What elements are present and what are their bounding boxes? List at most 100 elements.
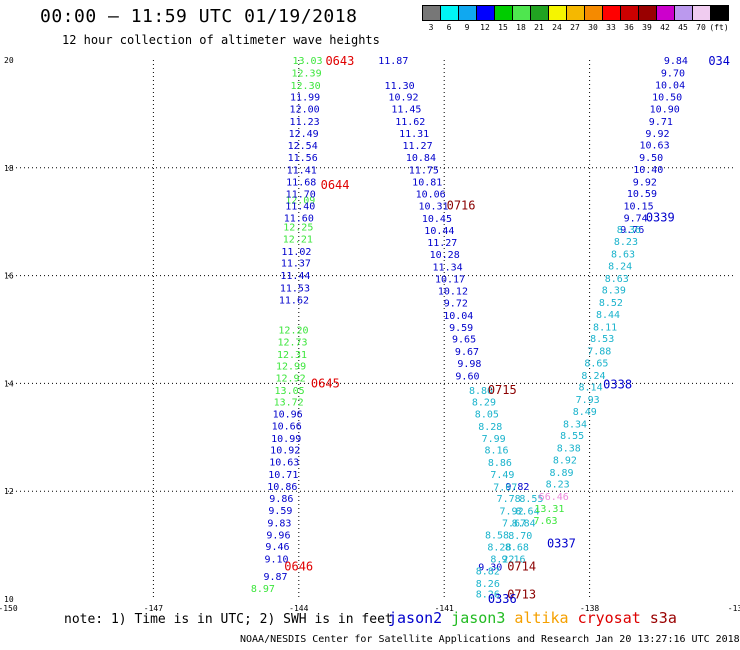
scale-label: 70 xyxy=(696,23,706,32)
wave-height-point: 8.68 xyxy=(505,543,529,554)
scale-label: 33 xyxy=(606,23,616,32)
wave-height-point: 13.31 xyxy=(534,504,564,515)
wave-height-point: 12.92 xyxy=(276,373,306,384)
wave-height-point: 11.70 xyxy=(286,190,316,201)
wave-height-point: 10.28 xyxy=(430,250,460,261)
wave-height-point: 7.67 xyxy=(502,518,526,529)
legend-entry-s3a: s3a xyxy=(649,609,677,627)
wave-height-point: 12.30 xyxy=(291,81,321,92)
scale-swatch xyxy=(423,6,441,20)
pass-time-label: 0337 xyxy=(547,536,576,550)
wave-height-point: 9.96 xyxy=(266,530,290,541)
wave-height-point: 12.20 xyxy=(278,326,308,337)
lat-tick-label: 16 xyxy=(4,272,14,281)
pass-time-label: 034 xyxy=(708,54,730,68)
wave-height-point: 10.50 xyxy=(652,93,682,104)
lon-tick-label: -144 xyxy=(289,604,308,613)
scale-label: 27 xyxy=(570,23,580,32)
pass-time-label: 0644 xyxy=(321,178,350,192)
scale-label: 12 xyxy=(480,23,490,32)
pass-time-label: 0645 xyxy=(311,376,340,390)
wave-height-point: 10.04 xyxy=(443,311,473,322)
scale-swatch xyxy=(711,6,728,20)
scale-swatch xyxy=(459,6,477,20)
scale-label: 9 xyxy=(464,23,470,32)
scale-swatch xyxy=(603,6,621,20)
color-scale-labels: 3 6 9 12 15 18 21 24 27 30 33 36 39 42 45 70 (ft) xyxy=(422,21,729,35)
wave-height-point: 8.65 xyxy=(584,358,608,369)
axis-tick-labels: -150 -147 -144 -141 -138 -13 20 18 16 14 12 10 xyxy=(0,56,740,613)
wave-height-point: 8.63 xyxy=(611,250,635,261)
wave-height-point: 7.88 xyxy=(587,347,611,358)
wave-height-color-scale: 3 6 9 12 15 18 21 24 27 30 33 36 39 42 45 70 (ft) xyxy=(422,5,729,35)
wave-height-point: 8.89 xyxy=(549,468,573,479)
wave-height-point: 11.37 xyxy=(281,259,311,270)
wave-height-point: 8.22 xyxy=(490,555,514,566)
wave-height-point: 8.16 xyxy=(484,446,508,457)
lat-tick-label: 18 xyxy=(4,164,14,173)
wave-height-point: 10.90 xyxy=(650,105,680,116)
wave-height-point: 8.97 xyxy=(251,584,275,595)
wave-height-point: 10.12 xyxy=(438,287,468,298)
scale-swatch xyxy=(585,6,603,20)
scale-swatch xyxy=(531,6,549,20)
wave-height-point: 9.74 xyxy=(624,213,648,224)
lon-tick-label: -141 xyxy=(435,604,454,613)
pass-time-label: 0646 xyxy=(284,560,313,574)
scale-label: 42 xyxy=(660,23,670,32)
wave-height-point: 8.84 xyxy=(512,518,536,529)
lon-tick-label: -150 xyxy=(0,604,18,613)
wave-height-point: 13.72 xyxy=(274,398,304,409)
wave-height-point: 13.03 xyxy=(292,56,322,67)
wave-height-point: 8.63 xyxy=(605,274,629,285)
wave-height-point: 8.34 xyxy=(563,419,587,430)
wave-height-point: 9.50 xyxy=(639,153,663,164)
scale-swatch xyxy=(513,6,531,20)
wave-height-point: 8.44 xyxy=(596,310,620,321)
scale-label: 39 xyxy=(642,23,652,32)
wave-height-point: 13.05 xyxy=(275,386,305,397)
wave-height-point: 8.55 xyxy=(519,494,543,505)
wave-height-point: 11.02 xyxy=(281,247,311,258)
wave-height-point: 8.29 xyxy=(472,398,496,409)
scale-label: 21 xyxy=(534,23,544,32)
wave-height-point: 11.41 xyxy=(287,165,317,176)
wave-height-point: 11.30 xyxy=(385,81,415,92)
wave-height-point: 8.55 xyxy=(560,431,584,442)
legend-entry-jason2: jason2 xyxy=(388,609,443,627)
wave-height-point: 7.63 xyxy=(533,516,557,527)
wave-height-point: 10.84 xyxy=(406,153,436,164)
scale-swatch xyxy=(675,6,693,20)
scale-label: (ft) xyxy=(709,23,729,32)
wave-height-point: 10.96 xyxy=(273,410,303,421)
wave-height-point: 9.86 xyxy=(269,494,293,505)
wave-height-point: 8.80 xyxy=(469,386,493,397)
wave-height-point: 10.66 xyxy=(272,421,302,432)
wave-height-point: 8.52 xyxy=(599,298,623,309)
units-note: note: 1) Time is in UTC; 2) SWH is in fe… xyxy=(64,612,393,627)
wave-height-point: 9.92 xyxy=(645,129,669,140)
pass-time-labels: 0643 0644 0645 0646 0716 0715 0714 0713 034 0339 0… xyxy=(284,54,730,606)
wave-height-point: 12.39 xyxy=(291,68,321,79)
wave-height-point: 11.56 xyxy=(288,153,318,164)
wave-height-point: 9.87 xyxy=(263,572,287,583)
wave-height-point: 8.49 xyxy=(573,407,597,418)
page-subtitle: 12 hour collection of altimeter wave hei… xyxy=(62,33,380,47)
wave-height-point: 9.84 xyxy=(664,56,688,67)
scale-label: 45 xyxy=(678,23,688,32)
wave-height-point: 9.30 xyxy=(478,563,502,574)
scale-label: 36 xyxy=(624,23,634,32)
wave-height-point: 11.40 xyxy=(285,202,315,213)
wave-height-point: 10.63 xyxy=(639,141,669,152)
wave-height-point: 11.34 xyxy=(433,262,463,273)
scale-swatch xyxy=(549,6,567,20)
wave-height-point: 8.11 xyxy=(593,322,617,333)
wave-height-point: 11.99 xyxy=(290,93,320,104)
wave-height-point: 9.10 xyxy=(264,555,288,566)
wave-height-point: 9.70 xyxy=(661,68,685,79)
wave-height-point: 12.00 xyxy=(290,105,320,116)
wave-height-point: 9.71 xyxy=(649,117,673,128)
page-title: 00:00 – 11:59 UTC 01/19/2018 xyxy=(40,6,358,27)
wave-height-point: 12.73 xyxy=(277,337,307,348)
wave-height-point: 11.60 xyxy=(284,213,314,224)
